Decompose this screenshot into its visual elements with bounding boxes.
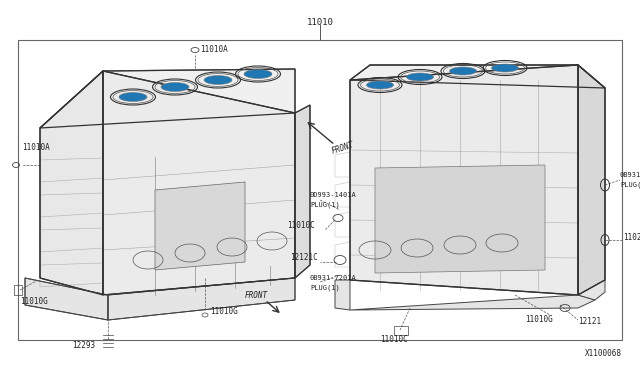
Text: 12121C: 12121C bbox=[291, 253, 318, 263]
Polygon shape bbox=[350, 65, 578, 295]
Text: FRONT: FRONT bbox=[245, 292, 268, 301]
Text: 11010A: 11010A bbox=[22, 144, 50, 153]
Text: 11010G: 11010G bbox=[20, 298, 48, 307]
Ellipse shape bbox=[119, 93, 147, 102]
Text: 0B931-7201A: 0B931-7201A bbox=[310, 275, 356, 281]
Ellipse shape bbox=[204, 76, 232, 84]
Polygon shape bbox=[40, 69, 295, 128]
Polygon shape bbox=[295, 105, 310, 278]
Text: 11010G: 11010G bbox=[525, 315, 553, 324]
Text: 11010G: 11010G bbox=[210, 308, 237, 317]
Polygon shape bbox=[108, 278, 295, 320]
Text: FRONT: FRONT bbox=[330, 140, 355, 156]
Text: PLUG(1): PLUG(1) bbox=[620, 182, 640, 188]
Ellipse shape bbox=[406, 73, 433, 81]
Polygon shape bbox=[25, 278, 108, 320]
Ellipse shape bbox=[367, 81, 394, 89]
Text: 11010A: 11010A bbox=[200, 45, 228, 55]
Polygon shape bbox=[335, 280, 350, 310]
Text: 11021M: 11021M bbox=[623, 232, 640, 241]
Polygon shape bbox=[350, 295, 595, 310]
Polygon shape bbox=[103, 71, 295, 295]
Text: PLUG(1): PLUG(1) bbox=[310, 285, 340, 291]
Bar bbox=[18, 40, 622, 340]
Text: X1100068: X1100068 bbox=[585, 349, 622, 358]
Text: 11010: 11010 bbox=[307, 18, 333, 27]
Polygon shape bbox=[350, 65, 605, 88]
Polygon shape bbox=[578, 65, 605, 295]
Ellipse shape bbox=[244, 70, 272, 78]
Ellipse shape bbox=[449, 67, 477, 75]
Polygon shape bbox=[155, 182, 245, 270]
Text: 11010C: 11010C bbox=[380, 336, 408, 344]
Polygon shape bbox=[375, 165, 545, 273]
Text: 11010C: 11010C bbox=[287, 221, 315, 230]
Text: 0D993-1401A: 0D993-1401A bbox=[310, 192, 356, 198]
Polygon shape bbox=[40, 71, 103, 295]
Text: PLUG(1): PLUG(1) bbox=[310, 202, 340, 208]
Text: 12121: 12121 bbox=[578, 317, 601, 327]
Ellipse shape bbox=[492, 64, 518, 72]
Ellipse shape bbox=[161, 83, 189, 92]
Text: 0B931-3041A: 0B931-3041A bbox=[620, 172, 640, 178]
Text: 12293: 12293 bbox=[72, 340, 95, 350]
Polygon shape bbox=[578, 280, 605, 300]
